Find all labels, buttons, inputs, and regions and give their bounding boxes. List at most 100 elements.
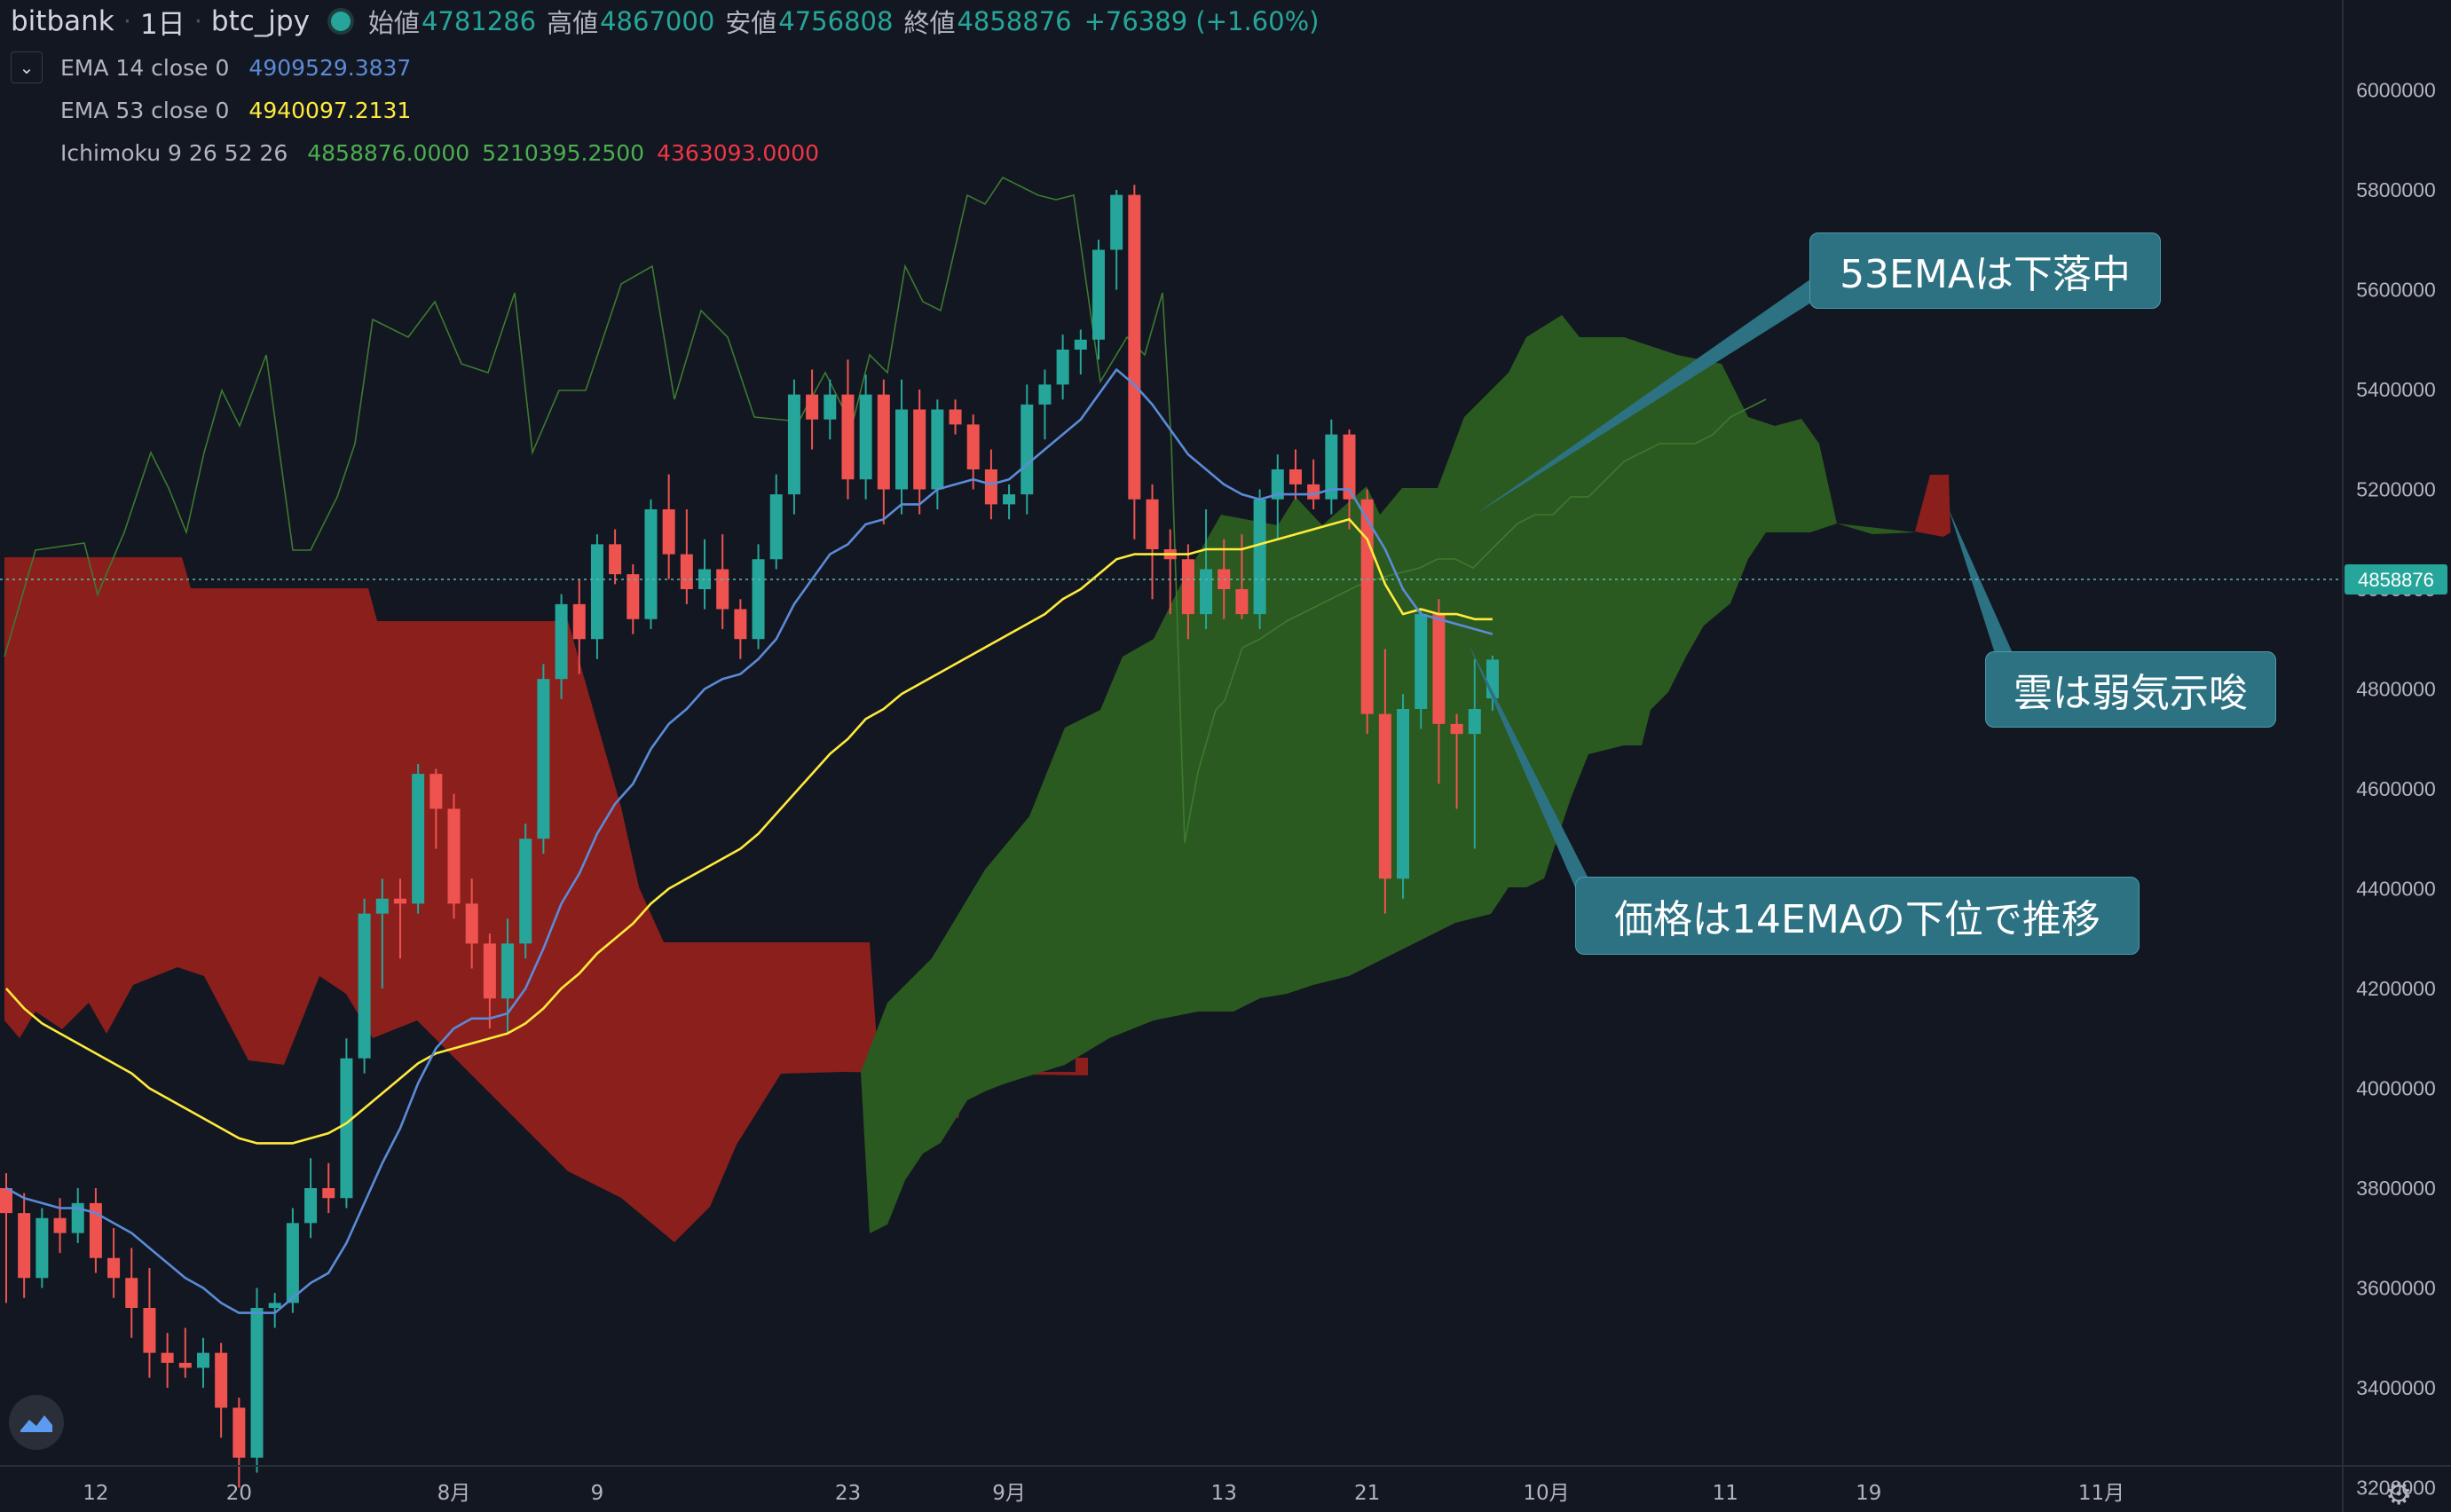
time-tick-label: 9: [591, 1482, 604, 1505]
time-tick-label: 21: [1354, 1482, 1380, 1505]
price-tick-label: 5600000: [2356, 279, 2436, 302]
ema53-label: EMA 53 close 0: [60, 97, 230, 123]
candle-down: [1181, 559, 1194, 615]
candle-up: [1110, 194, 1123, 250]
candle-up: [769, 494, 783, 560]
ema14-value: 4909529.3837: [248, 54, 412, 81]
ema53-series-line: [5, 517, 1493, 1145]
candle-down: [483, 943, 496, 999]
ema53-value: 4940097.2131: [248, 97, 412, 123]
candle-down: [734, 609, 747, 640]
chevron-down-icon[interactable]: ⌄: [11, 51, 43, 83]
candle-up: [1092, 249, 1105, 340]
ema53-line: [5, 517, 1493, 1145]
candle-up: [1468, 709, 1481, 735]
candle-down: [430, 774, 443, 809]
lagging-span-line: [4, 176, 1767, 844]
candle-down: [913, 409, 926, 490]
legend-row-ema14[interactable]: ⌄ EMA 14 close 0 4909529.3837: [11, 46, 819, 89]
time-tick-label: 11月: [2078, 1482, 2124, 1505]
callout-price: 価格は14EMAの下位で推移: [1575, 877, 2140, 955]
ichimoku-value-1: 4858876.0000: [307, 139, 470, 166]
candle-down: [53, 1217, 67, 1233]
ema14-line: [5, 368, 1493, 1314]
candle-down: [125, 1278, 138, 1308]
ichimoku-label: Ichimoku 9 26 52 26: [60, 139, 288, 166]
ichimoku-value-2: 5210395.2500: [482, 139, 645, 166]
time-tick-label: 13: [1211, 1482, 1237, 1505]
candle-down: [1360, 499, 1374, 714]
gear-icon[interactable]: ⚙: [2385, 1477, 2413, 1512]
candle-down: [161, 1352, 174, 1363]
price-tick-label: 4200000: [2356, 977, 2436, 1000]
candle-down: [572, 603, 586, 640]
market-status-icon: [330, 12, 351, 31]
candle-down: [1146, 499, 1159, 549]
candle-up: [250, 1308, 264, 1458]
candle-up: [555, 603, 568, 680]
candle-down: [877, 394, 890, 490]
price-tick-label: 3600000: [2356, 1277, 2436, 1300]
candle-down: [966, 424, 980, 469]
candle-up: [196, 1352, 209, 1368]
last-price-tag: [2345, 564, 2447, 595]
price-tick-label: 5400000: [2356, 378, 2436, 401]
bearish-cloud: [4, 557, 1088, 1242]
price-axis[interactable]: 6000000580000056000005400000520000050000…: [2356, 79, 2436, 1500]
candle-up: [1415, 614, 1428, 709]
future-bearish-cloud: [1915, 475, 1951, 537]
candle-down: [232, 1407, 246, 1458]
candle-down: [949, 409, 962, 425]
change-value: +76389 (+1.60%): [1084, 6, 1320, 36]
time-axis[interactable]: 12 20 8月 9 23 9月 13 21 10月 11 19 11月: [83, 1482, 2124, 1505]
legend-row-ichimoku[interactable]: Ichimoku 9 26 52 26 4858876.0000 5210395…: [11, 131, 819, 174]
candle-down: [841, 394, 855, 480]
price-tick-label: 5800000: [2356, 178, 2436, 201]
close-value: 4858876: [957, 6, 1072, 36]
tradingview-logo-icon[interactable]: [9, 1395, 64, 1450]
callout-price-pointer: [1468, 642, 1588, 887]
candle-up: [859, 394, 872, 480]
time-tick-label: 10月: [1523, 1482, 1569, 1505]
candle-up: [931, 409, 944, 490]
time-tick-label: 12: [83, 1482, 108, 1505]
interval-label[interactable]: 1日: [139, 8, 185, 41]
candle-up: [71, 1202, 84, 1233]
candle-down: [143, 1308, 156, 1353]
exchange-name[interactable]: bitbank: [11, 5, 114, 37]
candle-up: [537, 679, 550, 839]
candle-up: [824, 394, 837, 420]
indicator-legend: ⌄ EMA 14 close 0 4909529.3837 EMA 53 clo…: [11, 46, 819, 174]
candle-up: [644, 509, 658, 619]
candle-up: [375, 898, 389, 914]
open-value: 4781286: [421, 6, 537, 36]
candle-down: [1128, 194, 1141, 500]
low-value: 4756808: [778, 6, 894, 36]
price-tick-label: 4000000: [2356, 1077, 2436, 1100]
candle-up: [35, 1217, 49, 1279]
last-price-tag-label: 4858876: [2358, 569, 2434, 591]
candle-down: [662, 509, 675, 555]
candle-up: [1003, 494, 1016, 505]
legend-row-ema53[interactable]: EMA 53 close 0 4940097.2131: [11, 89, 819, 131]
candle-up: [1253, 499, 1266, 615]
candle-up: [268, 1303, 281, 1308]
price-tick-label: 4400000: [2356, 878, 2436, 901]
symbol-name[interactable]: btc_jpy: [210, 5, 310, 37]
callout-cloud: 雲は弱気示唆: [1985, 651, 2276, 728]
high-value: 4867000: [600, 6, 715, 36]
candle-up: [358, 913, 371, 1059]
price-tick-label: 5200000: [2356, 478, 2436, 501]
candle-down: [465, 903, 478, 944]
time-tick-label: 20: [226, 1482, 252, 1505]
candle-down: [806, 394, 819, 420]
candle-down: [1378, 713, 1391, 879]
candle-up: [1325, 434, 1338, 500]
candle-down: [609, 544, 622, 575]
candle-up: [1200, 569, 1213, 615]
candle-up: [787, 394, 800, 495]
ichimoku-value-3: 4363093.0000: [657, 139, 820, 166]
price-tick-label: 4600000: [2356, 777, 2436, 800]
ichimoku-lagging-span: [4, 176, 1767, 844]
